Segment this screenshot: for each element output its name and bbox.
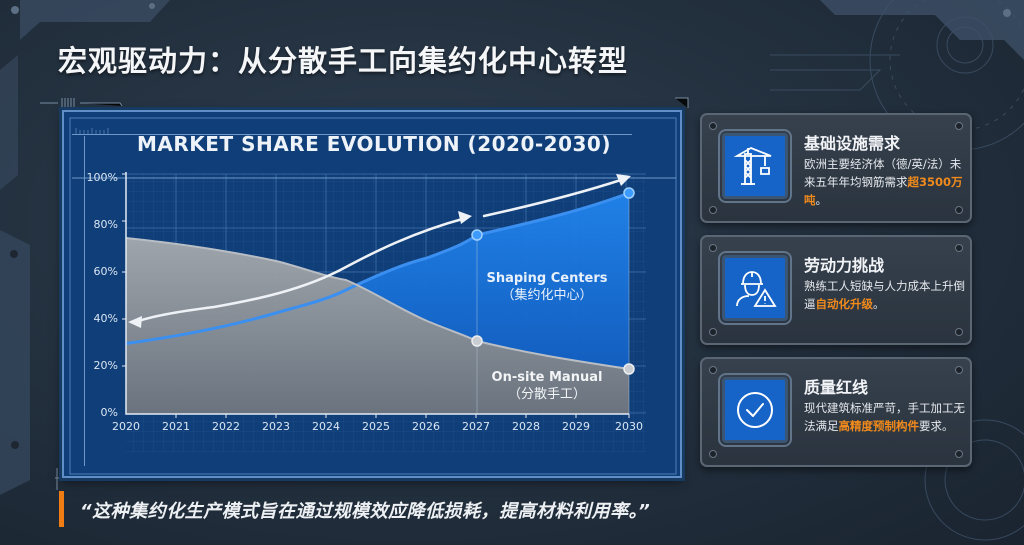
card-quality-redline: 质量红线 现代建筑标准严苛，手工加工无法满足高精度预制构件要求。 [700,357,972,467]
card-labor-challenge: 劳动力挑战 熟练工人短缺与人力成本上升倒逼自动化升级。 [700,235,972,345]
check-circle-icon [718,373,792,447]
screw-icon [955,122,963,130]
quote-accent-bar [59,491,64,527]
screw-icon [709,244,717,252]
y-tick-60: 60% [93,265,118,278]
x-tick-2024: 2024 [312,420,340,433]
screw-icon [955,206,963,214]
screw-icon [709,328,717,336]
x-tick-2020: 2020 [112,420,140,433]
card-text-highlight: 超3500万吨 [804,175,963,207]
card-text-body: 熟练工人短缺与人力成本上升倒逼 [804,279,965,311]
x-tick-2023: 2023 [262,420,290,433]
card-text-tail: 。 [873,297,885,311]
card-infrastructure-demand: 基础设施需求 欧洲主要经济体（德/英/法）未来五年年均钢筋需求超3500万吨。 [700,113,972,223]
card-title: 劳动力挑战 [804,256,885,275]
screw-icon [955,450,963,458]
card-text: 欧洲主要经济体（德/英/法）未来五年年均钢筋需求超3500万吨。 [804,155,966,209]
screw-icon [709,206,717,214]
market-share-chart: MARKET SHARE EVOLUTION (2020-2030) 0% 20… [62,110,682,478]
card-title: 基础设施需求 [804,134,901,153]
card-text-tail: 要求。 [919,419,954,433]
card-title: 质量红线 [804,378,869,397]
screw-icon [709,366,717,374]
y-tick-100: 100% [86,171,118,184]
x-tick-2026: 2026 [412,420,440,433]
series-label-shaping-zh: （集约化中心） [501,288,593,303]
x-tick-2021: 2021 [162,420,190,433]
card-text-tail: 。 [815,193,828,207]
screw-icon [709,450,717,458]
card-text-body: 欧洲主要经济体（德/英/法）未来五年年均钢筋需求 [804,157,962,189]
series-label-manual-zh: （分散手工） [507,387,586,402]
chart-plot [69,117,677,475]
series-label-shaping-en: Shaping Centers [486,271,608,286]
screw-icon [709,122,717,130]
y-tick-20: 20% [93,359,118,372]
card-text: 熟练工人短缺与人力成本上升倒逼自动化升级。 [804,277,966,313]
x-tick-2022: 2022 [212,420,240,433]
y-tick-80: 80% [93,218,118,231]
series-label-shaping-centers: Shaping Centers （集约化中心） [482,270,612,304]
chart-title: MARKET SHARE EVOLUTION (2020-2030) [137,132,611,156]
x-tick-2027: 2027 [462,420,490,433]
card-text-body: 现代建筑标准严苛，手工加工无法满足 [804,401,965,433]
worker-warning-icon [718,251,792,325]
series-label-onsite-manual: On-site Manual （分散手工） [482,369,612,403]
y-tick-40: 40% [93,312,118,325]
x-tick-2025: 2025 [362,420,390,433]
crane-icon [718,129,792,203]
x-tick-2028: 2028 [512,420,540,433]
card-text-highlight: 自动化升级 [815,297,874,311]
x-tick-2029: 2029 [562,420,590,433]
y-tick-0: 0% [100,406,118,419]
screw-icon [955,366,963,374]
x-tick-2030: 2030 [615,420,643,433]
quote-text: “这种集约化生产模式旨在通过规模效应降低损耗，提高材料利用率。” [80,501,651,522]
slide-title: 宏观驱动力：从分散手工向集约化中心转型 [58,44,629,78]
card-text-highlight: 高精度预制构件 [838,419,920,433]
screw-icon [955,328,963,336]
driver-cards: 基础设施需求 欧洲主要经济体（德/英/法）未来五年年均钢筋需求超3500万吨。 … [700,113,972,479]
card-text: 现代建筑标准严苛，手工加工无法满足高精度预制构件要求。 [804,399,966,435]
series-label-manual-en: On-site Manual [491,370,603,385]
screw-icon [955,244,963,252]
